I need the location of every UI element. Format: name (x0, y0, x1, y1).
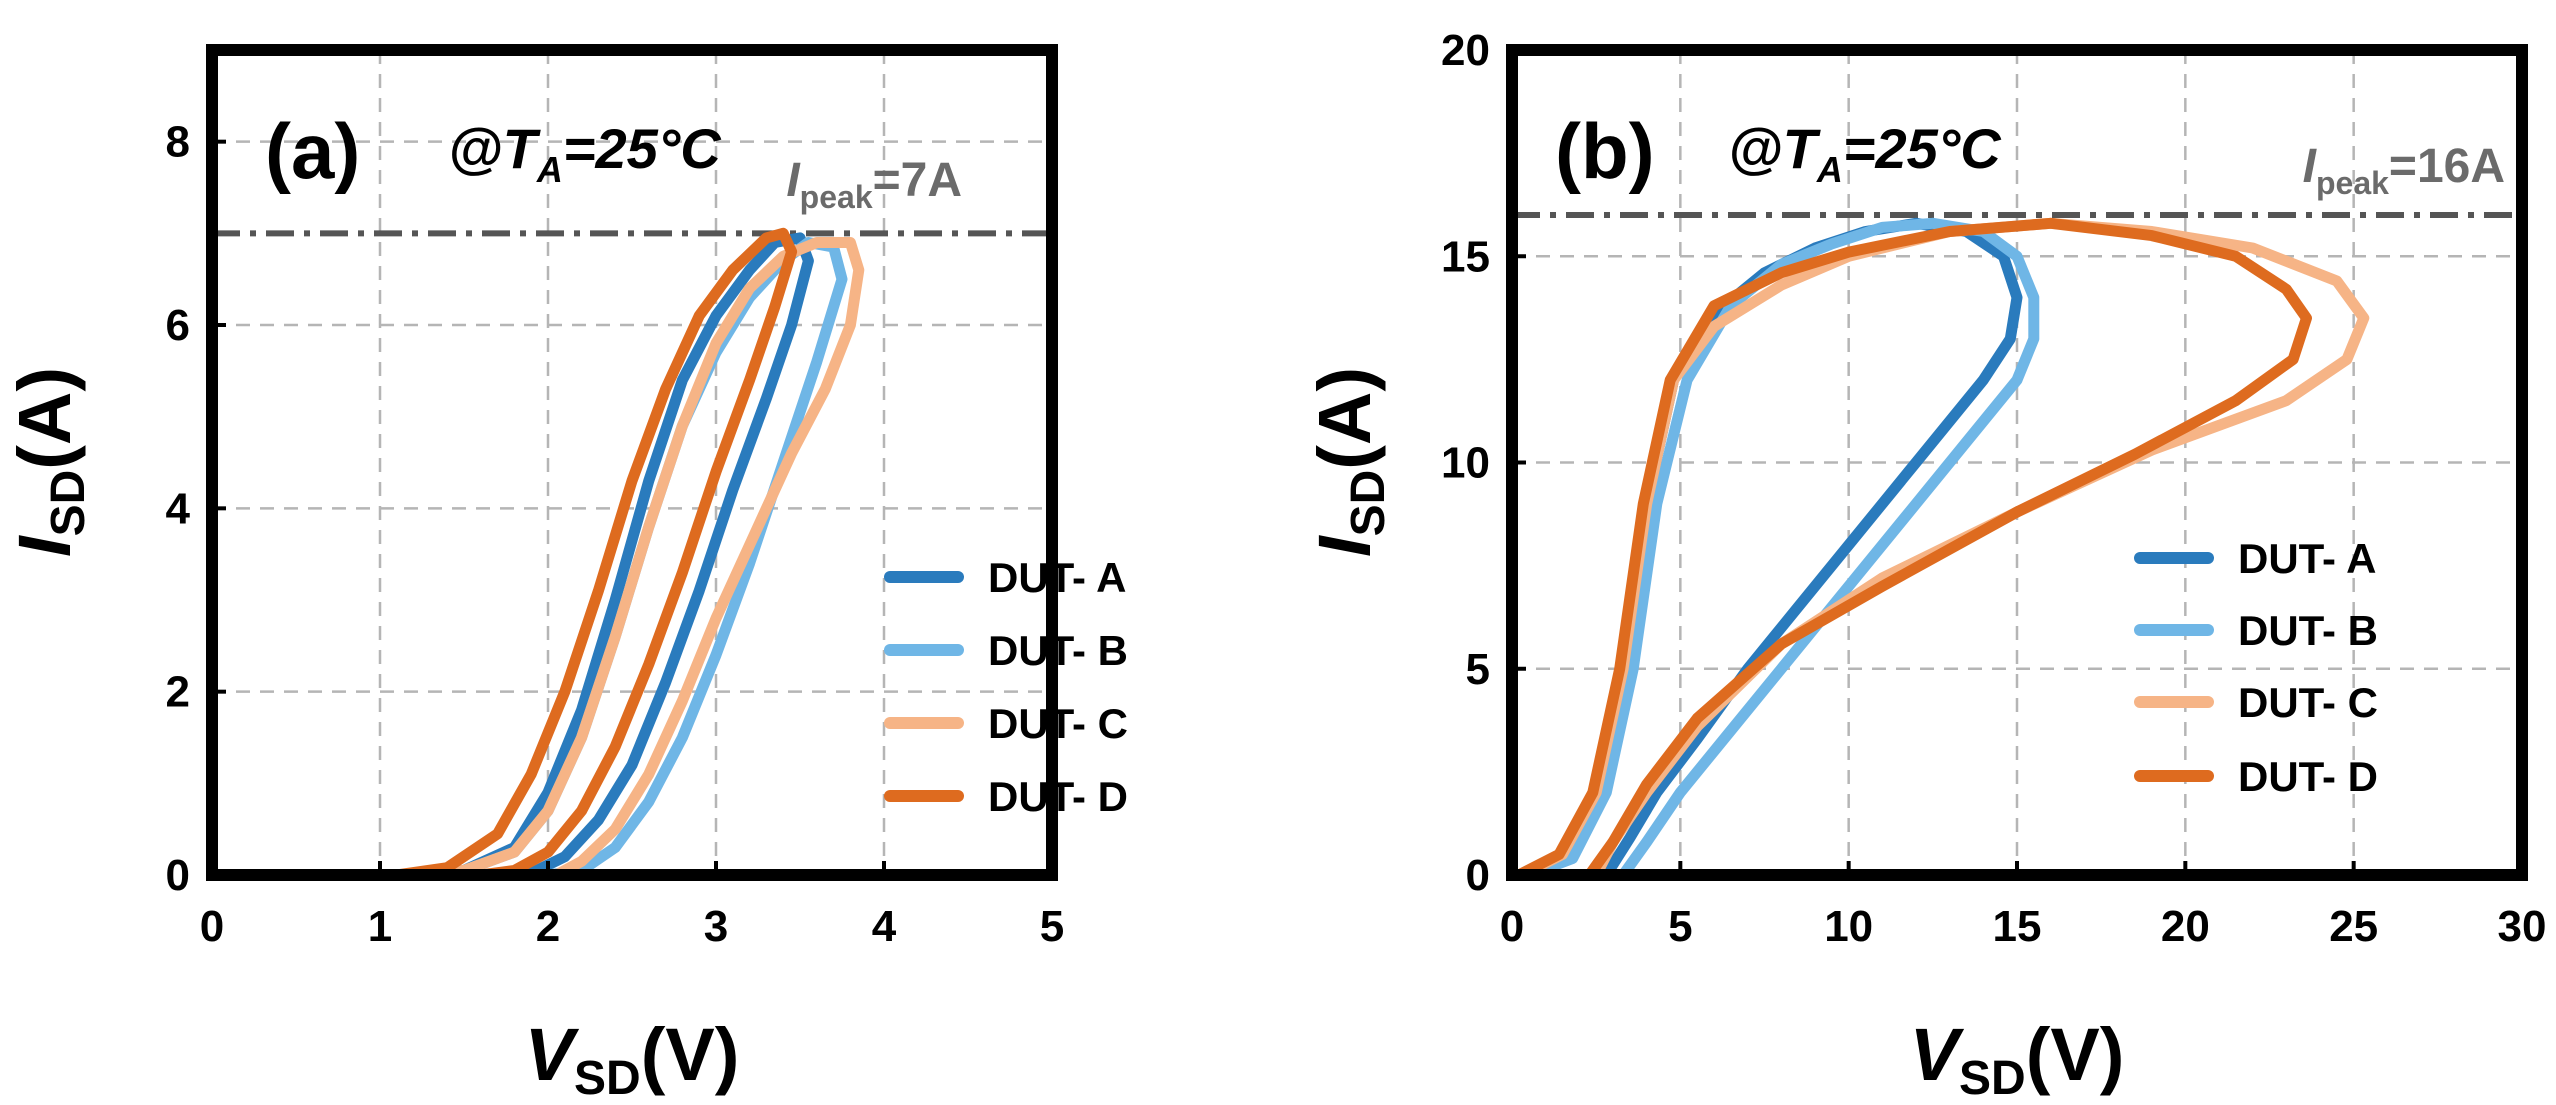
panel-b-peak-label: Ipeak=16A (2303, 140, 2505, 201)
panel-a-ticks: 0 1 2 3 4 5 0 2 4 6 8 (166, 118, 1065, 951)
panel-a: 0 1 2 3 4 5 0 2 4 6 8 (a) @TA=25°C Ipeak=7A VSD(V)… (3, 44, 1128, 1105)
legend-item-dut-a: DUT- A (2134, 535, 2376, 582)
panel-a-legend: DUT- A DUT- B DUT- C DUT- D (884, 554, 1128, 820)
panel-b-x-axis-label: VSD(V) (1910, 1013, 2125, 1105)
legend-item-dut-a: DUT- A (884, 554, 1126, 601)
panel-a-series-dut-a (391, 232, 814, 881)
panel-a-peak-label: Ipeak=7A (786, 154, 962, 215)
panel-b-y-tick-label: 10 (1441, 439, 1490, 488)
panel-a-x-tick-label: 0 (200, 902, 224, 951)
panel-a-series-dut-c (391, 237, 865, 881)
panel-a-y-tick-label: 2 (166, 668, 190, 717)
legend-item-dut-c: DUT- C (2134, 679, 2378, 726)
panel-b-series (1513, 217, 2370, 881)
panel-b-x-tick-label: 10 (1824, 902, 1873, 951)
legend-label-dut-b: DUT- B (2238, 607, 2378, 654)
panel-a-series-dut-d (391, 227, 798, 881)
panel-a-x-axis-label: VSD(V) (525, 1013, 740, 1105)
panel-b-x-tick-label: 0 (1500, 902, 1524, 951)
panel-b-y-tick-label: 0 (1466, 851, 1490, 900)
panel-a-y-tick-label: 0 (166, 851, 190, 900)
panel-a-label: (a) (265, 107, 360, 195)
legend-item-dut-d: DUT- D (884, 773, 1128, 820)
panel-b-y-tick-label: 15 (1441, 232, 1490, 281)
panel-a-series (391, 227, 865, 881)
panel-a-y-tick-label: 6 (166, 301, 190, 350)
legend-label-dut-c: DUT- C (988, 700, 1128, 747)
panel-a-x-tick-label: 2 (536, 902, 560, 951)
panel-a-y-tick-label: 8 (166, 118, 190, 167)
legend-label-dut-a: DUT- A (988, 554, 1126, 601)
panel-b-legend: DUT- A DUT- B DUT- C DUT- D (2134, 535, 2378, 800)
panel-a-x-tick-label: 4 (872, 902, 897, 951)
panel-b-x-tick-label: 5 (1668, 902, 1692, 951)
panel-b-series-dut-d (1513, 217, 2312, 881)
panel-b-y-axis-label: ISD(A) (1303, 367, 1395, 557)
panel-a-x-tick-label: 1 (368, 902, 392, 951)
panel-b-y-tick-label: 5 (1466, 645, 1490, 694)
panel-a-x-tick-label: 3 (704, 902, 728, 951)
panel-a-y-tick-label: 4 (166, 484, 191, 533)
panel-b-ticks: 0 5 10 15 20 25 30 0 5 10 15 20 (1441, 26, 2546, 951)
panel-a-x-tick-label: 5 (1040, 902, 1064, 951)
panel-b-condition: @TA=25°C (1728, 117, 2002, 190)
legend-item-dut-c: DUT- C (884, 700, 1128, 747)
panel-b-x-tick-label: 30 (2498, 902, 2547, 951)
legend-label-dut-d: DUT- D (988, 773, 1128, 820)
legend-item-dut-b: DUT- B (2134, 607, 2378, 654)
panel-a-condition: @TA=25°C (448, 117, 722, 190)
panel-b-x-tick-label: 15 (1993, 902, 2042, 951)
legend-label-dut-a: DUT- A (2238, 535, 2376, 582)
legend-item-dut-b: DUT- B (884, 627, 1128, 674)
panel-a-y-axis-label: ISD(A) (3, 367, 95, 557)
panel-b-y-tick-label: 20 (1441, 26, 1490, 75)
panel-b-grid (1512, 50, 2522, 875)
legend-label-dut-c: DUT- C (2238, 679, 2378, 726)
legend-label-dut-d: DUT- D (2238, 753, 2378, 800)
panel-b-x-tick-label: 25 (2329, 902, 2378, 951)
panel-b: 0 5 10 15 20 25 30 0 5 10 15 20 (b) @TA=25°C Ipeak=… (1303, 26, 2546, 1105)
panel-b-x-tick-label: 20 (2161, 902, 2210, 951)
legend-item-dut-d: DUT- D (2134, 753, 2378, 800)
legend-label-dut-b: DUT- B (988, 627, 1128, 674)
panel-b-series-dut-b (1523, 217, 2040, 881)
panel-b-label: (b) (1555, 107, 1655, 195)
panel-a-frame (206, 44, 1058, 881)
